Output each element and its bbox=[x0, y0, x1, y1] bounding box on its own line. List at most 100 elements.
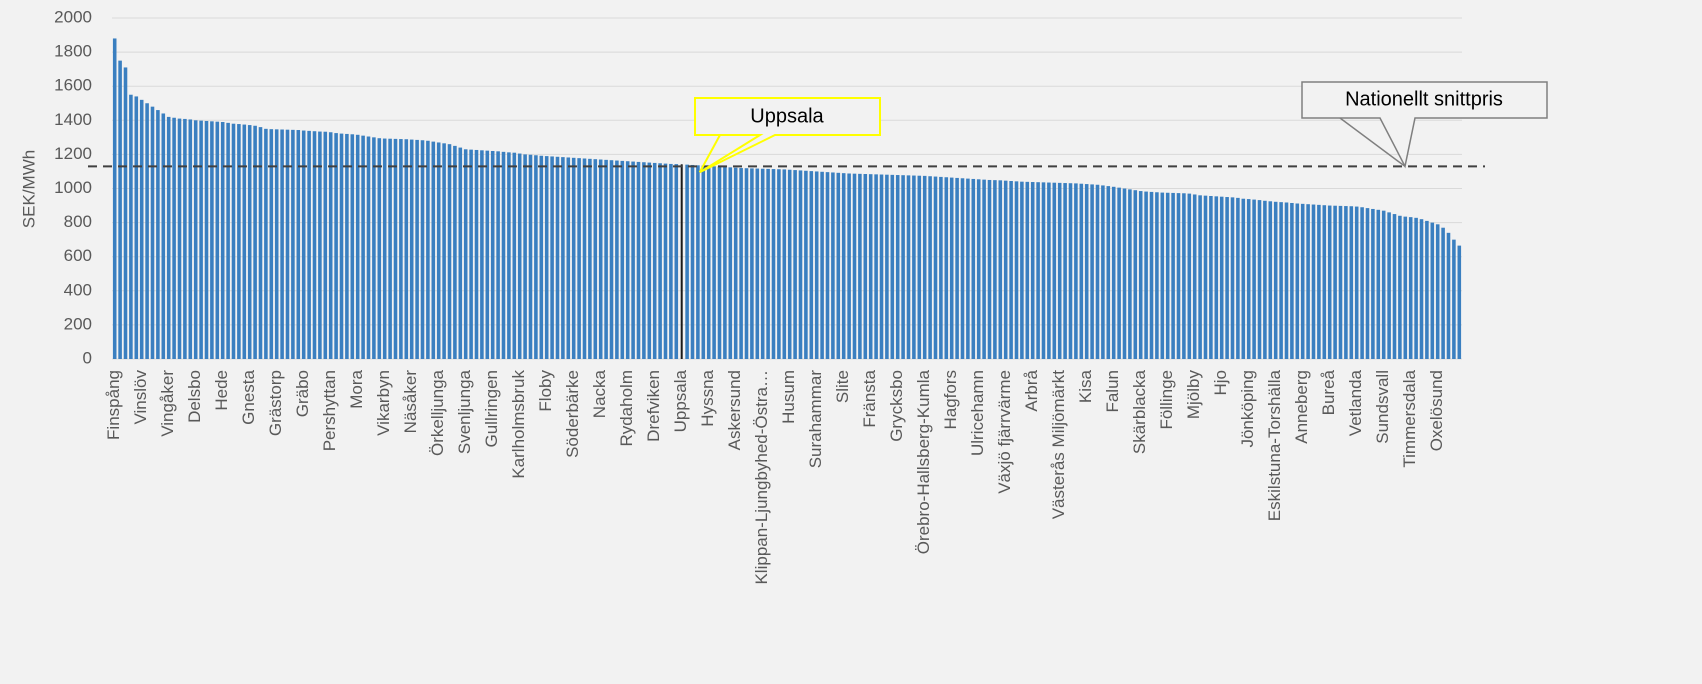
bar bbox=[485, 150, 490, 359]
x-tick-label: Arbrå bbox=[1022, 369, 1041, 411]
bar bbox=[782, 169, 787, 359]
bar bbox=[1128, 189, 1132, 359]
bar bbox=[895, 175, 900, 359]
bar bbox=[474, 149, 479, 359]
bar bbox=[156, 110, 160, 359]
bar bbox=[1306, 204, 1310, 359]
bar bbox=[636, 161, 641, 359]
y-tick-label: 400 bbox=[64, 280, 92, 299]
bar bbox=[1236, 197, 1240, 359]
bar bbox=[1268, 201, 1273, 359]
bar bbox=[566, 157, 571, 359]
bar bbox=[939, 176, 943, 359]
bar bbox=[312, 131, 317, 359]
bar bbox=[453, 145, 457, 359]
bar bbox=[858, 173, 862, 359]
bar bbox=[1117, 187, 1121, 359]
bar bbox=[123, 67, 128, 359]
y-tick-label: 1400 bbox=[54, 110, 92, 129]
bar bbox=[1138, 191, 1143, 359]
bar bbox=[1381, 210, 1386, 359]
bar bbox=[744, 168, 749, 359]
bar bbox=[145, 103, 149, 359]
x-tick-label: Oxelösund bbox=[1427, 370, 1446, 451]
bar bbox=[1371, 208, 1375, 359]
x-tick-label: Husum bbox=[779, 370, 798, 424]
bar bbox=[1257, 200, 1262, 359]
bar bbox=[771, 169, 776, 359]
bar bbox=[804, 170, 808, 359]
bar bbox=[296, 130, 301, 359]
bar bbox=[172, 117, 176, 360]
bar bbox=[193, 120, 198, 359]
bar bbox=[868, 174, 873, 359]
bar bbox=[339, 133, 344, 359]
bar bbox=[1009, 180, 1013, 359]
bar bbox=[620, 160, 625, 359]
bar bbox=[1209, 196, 1213, 359]
x-tick-label: Karlholmsbruk bbox=[509, 370, 528, 479]
y-axis-label: SEK/MWh bbox=[19, 150, 38, 228]
bar bbox=[129, 94, 133, 359]
bar bbox=[447, 144, 452, 359]
x-tick-label: Hagfors bbox=[941, 370, 960, 430]
bar bbox=[1214, 196, 1219, 359]
bar bbox=[1284, 202, 1289, 359]
bar bbox=[285, 129, 290, 359]
x-tick-label: Växjö fjärrvärme bbox=[995, 370, 1014, 494]
bar bbox=[739, 168, 743, 359]
bar bbox=[598, 159, 603, 359]
bar bbox=[1365, 208, 1370, 359]
bar bbox=[798, 170, 803, 359]
bar bbox=[1203, 195, 1208, 359]
reference-callout: Nationellt snittpris bbox=[1301, 81, 1548, 169]
bar bbox=[1149, 191, 1154, 359]
bar bbox=[512, 152, 517, 359]
bar bbox=[1111, 186, 1116, 359]
bar bbox=[382, 138, 387, 359]
y-tick-label: 1800 bbox=[54, 42, 92, 61]
x-tick-label: Örebro-Hallsberg-Kumla bbox=[914, 369, 933, 554]
bar bbox=[674, 164, 679, 359]
x-tick-label: Delsbo bbox=[185, 370, 204, 423]
bar bbox=[1435, 224, 1440, 359]
bar bbox=[1165, 192, 1170, 359]
bar bbox=[112, 38, 117, 360]
x-tick-label: Uppsala bbox=[671, 369, 690, 432]
bar bbox=[118, 60, 122, 359]
bar bbox=[1133, 190, 1138, 359]
bar bbox=[631, 161, 635, 359]
bar bbox=[199, 120, 203, 360]
bar bbox=[1063, 183, 1067, 359]
bar bbox=[582, 158, 587, 359]
bar bbox=[1360, 207, 1364, 359]
x-tick-label: Slite bbox=[833, 370, 852, 403]
bar bbox=[1084, 184, 1089, 359]
bar bbox=[264, 128, 268, 359]
bar bbox=[588, 158, 592, 359]
bar bbox=[1052, 182, 1057, 359]
bar bbox=[561, 157, 565, 359]
bar bbox=[1219, 196, 1224, 359]
bar bbox=[496, 151, 500, 359]
bar bbox=[1074, 183, 1078, 359]
bar bbox=[1419, 219, 1424, 359]
bar bbox=[480, 150, 484, 359]
x-tick-label: Vikarbyn bbox=[374, 370, 393, 436]
bar bbox=[615, 160, 619, 359]
bar bbox=[928, 176, 932, 359]
bar bbox=[420, 140, 425, 359]
bar bbox=[507, 152, 511, 359]
x-tick-label: Drefviken bbox=[644, 370, 663, 442]
y-tick-label: 2000 bbox=[54, 7, 92, 26]
bar bbox=[971, 178, 976, 359]
bar bbox=[750, 168, 754, 359]
x-tick-label: Falun bbox=[1103, 370, 1122, 413]
bar bbox=[215, 121, 220, 359]
bar bbox=[685, 164, 689, 359]
bar bbox=[372, 137, 376, 359]
bar bbox=[1403, 216, 1408, 359]
bar bbox=[436, 142, 441, 359]
bar bbox=[836, 172, 841, 359]
bar bbox=[906, 175, 911, 359]
